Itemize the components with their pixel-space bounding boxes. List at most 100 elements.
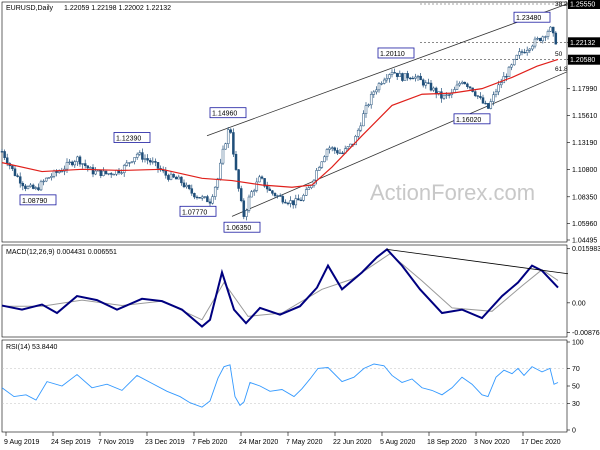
candle-body [213,186,217,197]
candle-body [406,73,409,79]
candle-body [99,170,103,176]
candle-body [307,187,311,190]
candle-body [276,195,279,197]
candle-body [414,76,417,79]
swing-label: 1.06350 [226,225,251,232]
swing-label-box [453,113,491,125]
candle-body [16,175,19,177]
date-tick-label: 3 Nov 2020 [474,439,510,446]
candle-body [224,143,227,150]
candle-body [120,172,123,174]
candle-body [190,188,194,194]
candle-body [333,147,337,151]
candle-body [172,173,175,178]
candle-body [494,91,498,96]
candle-body [341,152,344,154]
candle-body [466,83,469,87]
date-tick-label: 5 Aug 2020 [380,439,416,446]
candle-body [468,86,472,89]
candle-body [78,156,82,165]
rsi-line [1,363,559,408]
date-tick-label: 9 Aug 2019 [4,439,40,446]
candle-body [154,161,157,163]
candle-body [247,196,251,211]
candle-body [174,176,178,180]
candle-body [148,160,152,163]
candle-body [551,26,555,34]
candle-body [346,146,350,150]
candle-body [239,188,243,201]
watermark: ActionForex.com [370,180,535,205]
candle-body [315,170,318,181]
candle-body [107,173,110,175]
candle-body [447,94,451,96]
candle-body [356,129,360,137]
swing-label: 1.16020 [456,117,481,124]
macd-panel-frame [1,244,568,338]
candle-body [398,73,402,77]
candle-body [393,72,396,74]
candle-body [520,51,524,53]
candle-body [26,186,30,189]
candle-body [52,170,56,177]
candle-body [133,157,136,162]
swing-label-box [209,107,247,119]
date-tick-label: 7 May 2020 [286,439,323,446]
macd-main-line [1,248,559,328]
candle-body [481,97,485,104]
candle-body [125,162,129,166]
candle-body [463,81,467,85]
candle-body [544,36,547,38]
swing-label-box [113,132,151,143]
date-tick-label: 24 Mar 2020 [239,439,278,446]
candle-body [138,152,142,155]
main-panel-frame [1,1,568,243]
candle-body [460,81,464,84]
candle-body [193,193,196,198]
candle-body [260,176,264,179]
main-price-panel: EURUSD,Daily 1.22059 1.22198 1.22002 1.2… [0,0,600,245]
price-tick-label: 1.05960 [572,221,597,228]
candle-body [338,152,342,154]
candle-body [525,50,529,53]
date-tick-label: 7 Feb 2020 [192,439,228,446]
price-tick-label: 1.08350 [572,194,597,201]
candle-body [73,161,77,166]
candle-body [512,59,516,66]
level-tag [568,54,600,65]
candle-body [458,83,461,86]
rsi-label: RSI(14) 53.8440 [6,344,57,351]
fib-label: 61.8 [555,66,568,73]
candle-body [421,79,425,86]
date-tick-label: 18 Sep 2020 [427,439,467,446]
candle-body [533,38,537,47]
candle-body [377,83,381,91]
level-tag [568,0,600,9]
candle-body [177,176,181,180]
candle-body [57,171,61,173]
candle-body [237,169,240,189]
swing-label-box [513,11,551,23]
candle-body [375,89,378,93]
candle-body [18,176,22,184]
candle-body [164,170,168,176]
candle-body [401,73,404,81]
candle-body [286,202,290,205]
macd-signal-line [2,253,559,321]
candle-body [499,82,503,86]
candle-body [263,178,266,187]
candle-body [242,200,246,217]
candle-body [304,189,308,196]
candle-body [476,95,480,97]
candle-body [128,162,131,164]
candle-body [424,82,428,86]
candle-body [109,173,113,175]
candle-body [408,77,412,80]
candle-body [349,143,352,147]
candle-body [489,101,493,109]
candle-body [299,199,303,202]
candle-body [330,147,334,149]
candle-body [518,51,521,56]
candle-body [445,94,448,96]
candle-body [320,161,324,168]
